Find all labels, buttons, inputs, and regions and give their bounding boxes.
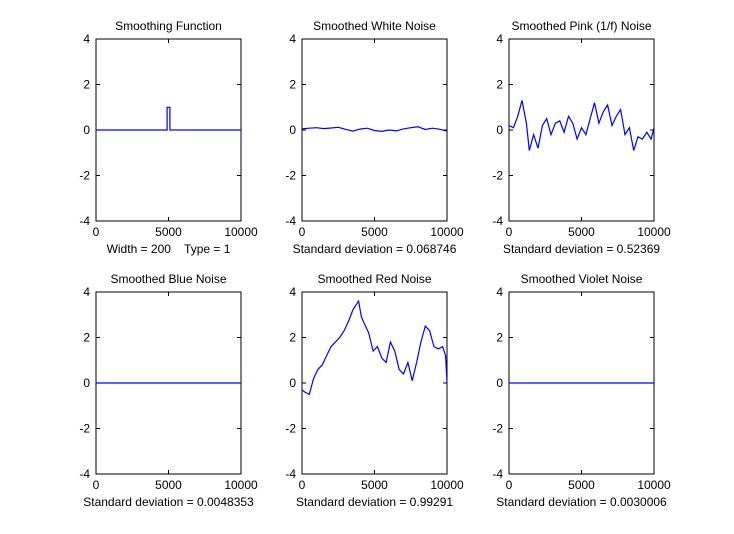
subplot-caption: Width = 200 Type = 1 <box>107 242 231 256</box>
x-tick-label: 10000 <box>430 478 464 492</box>
x-tick-label: 0 <box>506 478 513 492</box>
y-tick-label: 4 <box>83 285 90 299</box>
subplot-title: Smoothing Function <box>115 19 222 33</box>
y-tick-label: 4 <box>289 32 296 46</box>
y-tick-label: 4 <box>496 32 503 46</box>
x-tick-label: 5000 <box>568 478 595 492</box>
y-tick-label: 2 <box>289 331 296 345</box>
y-tick-label: 4 <box>83 32 90 46</box>
x-tick-label: 10000 <box>430 225 464 239</box>
y-tick-label: 2 <box>496 78 503 92</box>
subplot-title: Smoothed Red Noise <box>317 272 431 286</box>
y-tick-label: 2 <box>83 331 90 345</box>
y-tick-label: -2 <box>285 422 296 436</box>
y-tick-label: 0 <box>289 123 296 137</box>
y-tick-label: 0 <box>496 123 503 137</box>
series-line-1 <box>301 126 448 133</box>
y-tick-label: 0 <box>496 376 503 390</box>
subplot-caption: Standard deviation = 0.068746 <box>293 242 457 256</box>
y-tick-label: -2 <box>285 169 296 183</box>
subplot-title: Smoothed Pink (1/f) Noise <box>511 19 651 33</box>
series-line-1 <box>508 100 655 151</box>
subplot-title: Smoothed White Noise <box>313 19 436 33</box>
y-tick-label: 0 <box>83 376 90 390</box>
subplot-caption: Standard deviation = 0.99291 <box>296 495 453 509</box>
x-tick-label: 5000 <box>155 225 182 239</box>
y-tick-label: 2 <box>496 331 503 345</box>
y-tick-label: 0 <box>83 123 90 137</box>
y-tick-label: -4 <box>285 214 296 228</box>
x-tick-label: 10000 <box>637 225 671 239</box>
y-tick-label: -4 <box>79 467 90 481</box>
y-tick-label: 2 <box>83 78 90 92</box>
x-tick-label: 0 <box>506 225 513 239</box>
y-tick-label: -2 <box>79 422 90 436</box>
x-tick-label: 5000 <box>361 225 388 239</box>
y-tick-label: -2 <box>492 169 503 183</box>
y-tick-label: -4 <box>492 467 503 481</box>
axes-box <box>508 38 655 222</box>
x-tick-label: 5000 <box>361 478 388 492</box>
y-tick-label: 2 <box>289 78 296 92</box>
subplot-caption: Standard deviation = 0.52369 <box>503 242 660 256</box>
x-tick-label: 0 <box>93 478 100 492</box>
x-tick-label: 0 <box>93 225 100 239</box>
y-tick-label: 0 <box>289 376 296 390</box>
y-tick-label: 4 <box>496 285 503 299</box>
subplot-caption: Standard deviation = 0.0048353 <box>83 495 254 509</box>
x-tick-label: 10000 <box>224 225 258 239</box>
x-tick-label: 5000 <box>155 478 182 492</box>
y-tick-label: -4 <box>79 214 90 228</box>
y-tick-label: -4 <box>285 467 296 481</box>
y-tick-label: -2 <box>79 169 90 183</box>
axes-box <box>301 291 448 475</box>
y-tick-label: -2 <box>492 422 503 436</box>
series-line-1 <box>301 299 448 396</box>
subplot-caption: Standard deviation = 0.0030006 <box>496 495 667 509</box>
x-tick-label: 0 <box>299 478 306 492</box>
x-tick-label: 10000 <box>637 478 671 492</box>
y-tick-label: -4 <box>492 214 503 228</box>
subplot-title: Smoothed Blue Noise <box>110 272 226 286</box>
subplot-title: Smoothed Violet Noise <box>521 272 643 286</box>
x-tick-label: 0 <box>299 225 306 239</box>
x-tick-label: 10000 <box>224 478 258 492</box>
series-line-1 <box>96 106 241 131</box>
x-tick-label: 5000 <box>568 225 595 239</box>
y-tick-label: 4 <box>289 285 296 299</box>
